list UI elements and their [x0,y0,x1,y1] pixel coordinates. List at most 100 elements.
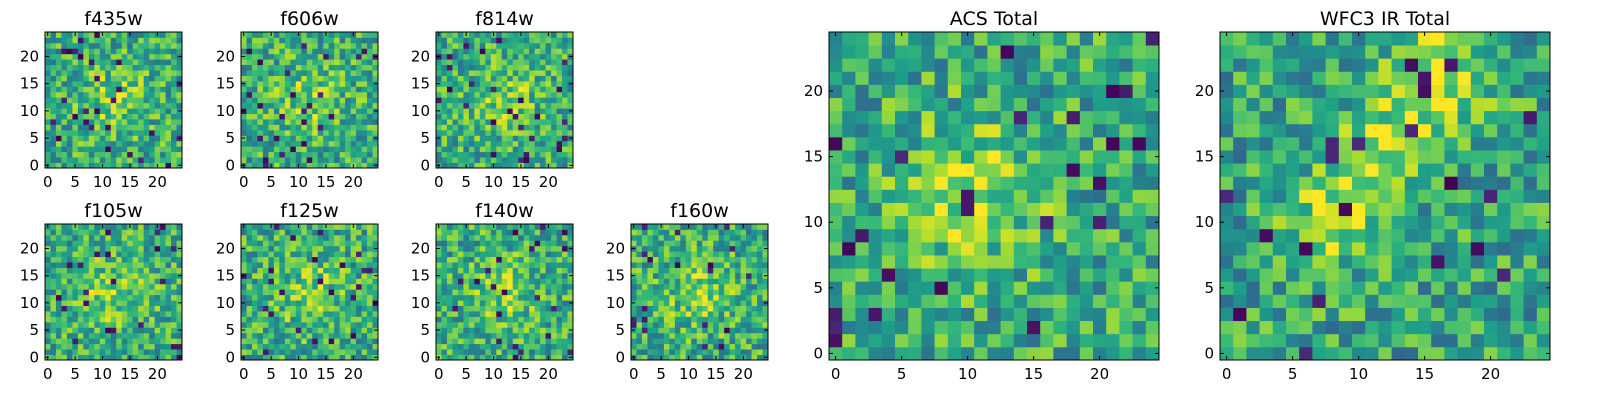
heatmap-cell [479,289,486,296]
heatmap-cell [479,135,486,142]
heatmap-cell [251,267,258,274]
heatmap-cell [116,332,123,339]
heatmap-cell [881,320,896,335]
heatmap-cell [301,251,308,258]
heatmap-cell [436,86,442,93]
heatmap-cell [72,311,79,317]
heatmap-cell [323,129,330,136]
heatmap-cell [138,140,145,147]
heatmap-cell [707,305,714,312]
heatmap-cell [479,53,486,60]
heatmap-cell [72,305,79,312]
heatmap-cell [284,234,291,241]
heatmap-cell [339,129,346,136]
heatmap-cell [55,124,62,131]
heatmap-cell [105,124,112,131]
heatmap-cell [567,97,574,104]
heatmap-cell [636,272,643,279]
heatmap-cell [290,37,297,44]
heatmap-cell [367,262,373,268]
heatmap-cell [485,245,492,252]
heatmap-cell [556,162,563,169]
heatmap-cell [961,268,975,282]
heatmap-cell [562,262,568,268]
heatmap-cell [88,245,95,252]
heatmap-cell [529,119,536,125]
heatmap-cell [691,300,698,306]
heatmap-cell [479,162,486,169]
heatmap-cell [356,343,362,350]
heatmap-cell [301,97,308,104]
heatmap-cell [446,354,453,361]
heatmap-cell [246,108,253,114]
heatmap-cell [99,321,106,328]
heatmap-cell [446,272,453,279]
heatmap-cell [290,332,297,339]
heatmap-cell [306,338,313,345]
heatmap-cell [713,272,720,279]
heatmap-cell [350,267,357,274]
heatmap-cell [110,305,117,312]
heatmap-cell [273,278,280,285]
heatmap-cell [490,129,497,136]
heatmap-cell [658,272,665,279]
heatmap-cell [160,283,166,290]
heatmap-cell [436,124,442,131]
heatmap-cell [921,163,935,177]
heatmap-cell [1000,189,1015,203]
heatmap-cell [110,343,117,350]
heatmap-cell [127,80,134,87]
heatmap-cell [452,37,459,44]
heatmap-cell [45,37,51,44]
heatmap-cell [116,278,123,285]
heatmap-cell [66,229,73,236]
heatmap-cell [702,283,709,290]
heatmap-cell [523,262,530,268]
heatmap-cell [855,228,869,243]
heatmap-cell [446,283,453,290]
heatmap-cell [729,294,736,301]
heatmap-cell [72,151,79,158]
heatmap-cell [512,91,519,98]
heatmap-cell [441,140,448,147]
heatmap-cell [556,316,563,323]
heatmap-cell [72,245,79,252]
heatmap-cell [551,316,557,323]
heatmap-cell [501,48,508,55]
heatmap-cell [490,91,497,98]
heatmap-cell [501,272,508,279]
heatmap-cell [262,305,269,312]
heatmap-cell [165,140,172,147]
heatmap-cell [312,343,319,350]
heatmap-cell [947,163,962,177]
heatmap-cell [317,86,324,93]
heatmap-cell [83,151,90,158]
heatmap-cell [323,251,330,258]
heatmap-cell [356,305,362,312]
x-tick-label: 20 [148,173,167,191]
heatmap-cell [127,140,134,147]
heatmap-cell [257,327,264,334]
heatmap-cell [317,283,324,290]
heatmap-cell [72,140,79,147]
heatmap-cell [512,224,519,230]
heatmap-cell [149,234,155,241]
heatmap-cell [567,262,574,268]
heatmap-cell [1145,241,1160,256]
heatmap-cell [312,327,319,334]
heatmap-cell [496,327,503,334]
heatmap-cell [696,278,703,285]
heatmap-cell [696,245,703,252]
heatmap-cell [45,240,51,247]
heatmap-cell [94,354,101,361]
heatmap-cell [295,229,302,236]
heatmap-cell [540,321,546,328]
heatmap-cell [284,272,291,279]
heatmap-cell [241,278,247,285]
heatmap-cell [154,234,161,241]
heatmap-cell [306,305,313,312]
heatmap-cell [685,245,692,252]
heatmap-cell [474,349,481,355]
heatmap-cell [457,289,464,296]
